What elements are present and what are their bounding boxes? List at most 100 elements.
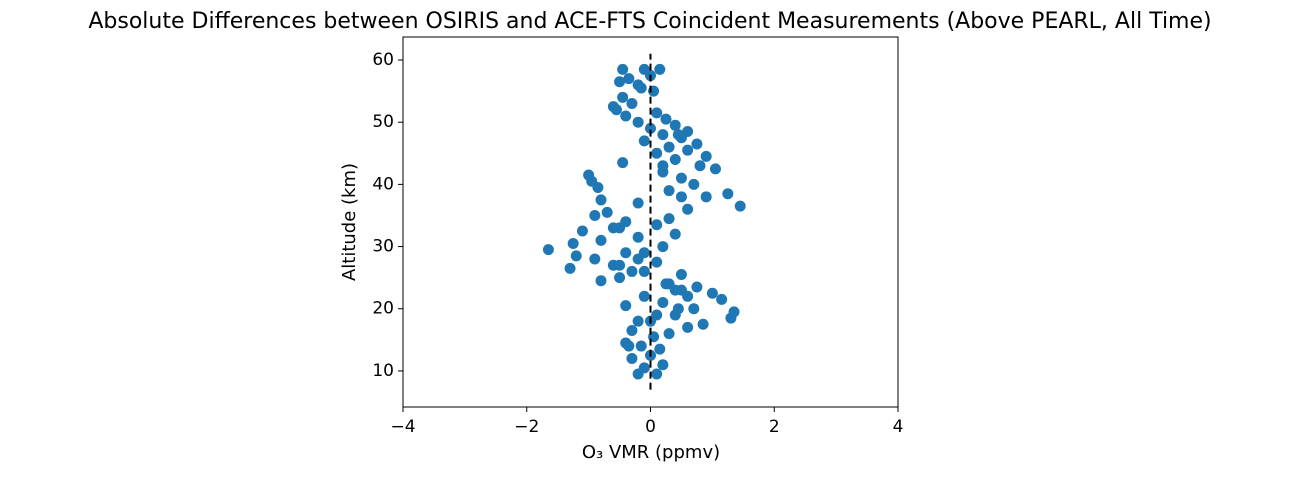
scatter-point	[595, 275, 607, 287]
scatter-point	[564, 262, 576, 274]
scatter-point	[589, 209, 601, 221]
scatter-point	[635, 82, 647, 94]
scatter-point	[675, 172, 687, 184]
y-axis-label: Altitude (km)	[339, 163, 360, 281]
scatter-point	[617, 91, 629, 103]
scatter-point	[601, 206, 613, 218]
scatter-point	[626, 265, 638, 277]
scatter-point	[626, 352, 638, 364]
scatter-point	[663, 141, 675, 153]
scatter-point	[638, 265, 650, 277]
y-tick-label: 60	[372, 50, 394, 70]
scatter-point	[700, 191, 712, 203]
y-tick-label: 20	[372, 299, 394, 319]
scatter-point	[722, 188, 734, 200]
scatter-point	[716, 293, 728, 305]
scatter-point	[682, 290, 694, 302]
x-tick-label: −2	[514, 417, 539, 437]
scatter-point	[623, 73, 635, 85]
scatter-point	[734, 200, 746, 212]
x-tick-label: 0	[645, 417, 656, 437]
scatter-point	[657, 129, 669, 141]
y-tick-label: 30	[372, 237, 394, 257]
chart-title: Absolute Differences between OSIRIS and …	[88, 9, 1211, 34]
scatter-point	[700, 150, 712, 162]
scatter-point	[626, 98, 638, 110]
scatter-point	[663, 185, 675, 197]
scatter-point	[672, 303, 684, 315]
scatter-point	[589, 253, 601, 265]
scatter-point	[614, 259, 626, 271]
scatter-point	[669, 284, 681, 296]
scatter-point	[570, 250, 582, 262]
scatter-point	[657, 160, 669, 172]
scatter-point	[632, 253, 644, 265]
scatter-point	[632, 197, 644, 209]
scatter-point	[654, 343, 666, 355]
scatter-point	[669, 228, 681, 240]
scatter-point	[614, 76, 626, 88]
scatter-point	[651, 368, 663, 380]
scatter-point	[709, 163, 721, 175]
scatter-point	[682, 126, 694, 138]
scatter-point	[694, 160, 706, 172]
scatter-point	[632, 116, 644, 128]
y-tick-label: 40	[372, 174, 394, 194]
scatter-point	[675, 269, 687, 281]
scatter-point	[583, 169, 595, 181]
scatter-point	[682, 203, 694, 215]
scatter-point	[691, 138, 703, 150]
scatter-point	[632, 315, 644, 327]
scatter-point	[645, 122, 656, 134]
scatter-point	[651, 219, 663, 231]
scatter-point	[651, 256, 663, 268]
scatter-point	[617, 63, 629, 75]
scatter-point	[675, 191, 687, 203]
scatter-point	[691, 281, 703, 293]
y-tick-label: 10	[372, 361, 394, 381]
scatter-point	[620, 247, 632, 259]
scatter-point	[688, 303, 700, 315]
x-tick-label: −4	[390, 417, 415, 437]
scatter-point	[607, 101, 619, 113]
x-axis-label: O₃ VMR (ppmv)	[582, 442, 720, 463]
scatter-point	[660, 278, 672, 290]
scatter-point	[697, 318, 709, 330]
scatter-point	[620, 300, 632, 312]
scatter-point	[638, 290, 650, 302]
scatter-point	[672, 129, 684, 141]
scatter-point	[651, 107, 663, 119]
scatter-point	[654, 63, 666, 75]
scatter-point	[576, 225, 588, 237]
scatter-point	[657, 297, 669, 309]
scatter-point	[626, 325, 638, 337]
scatter-point	[617, 157, 629, 169]
scatter-point	[669, 119, 681, 131]
scatter-point	[669, 154, 681, 166]
scatter-point	[663, 213, 675, 225]
scatter-point	[614, 222, 626, 234]
scatter-point	[663, 328, 675, 340]
scatter-point	[657, 241, 669, 253]
scatter-point	[632, 231, 644, 243]
scatter-point	[635, 340, 647, 352]
scatter-point	[657, 359, 669, 371]
scatter-point	[620, 337, 632, 349]
scatter-point	[620, 110, 632, 122]
scatter-point	[651, 147, 663, 159]
y-tick-label: 50	[372, 112, 394, 132]
scatter-point	[682, 144, 694, 156]
scatter-point	[567, 237, 579, 249]
scatter-point	[638, 362, 650, 374]
scatter-point	[688, 178, 700, 190]
scatter-point	[542, 244, 554, 256]
scatter-point	[595, 234, 607, 246]
scatter-point	[682, 321, 694, 333]
scatter-point	[706, 287, 718, 299]
scatter-point	[728, 306, 740, 318]
scatter-point	[614, 272, 626, 284]
x-tick-label: 4	[893, 417, 904, 437]
scatter-point	[595, 194, 607, 206]
scatter-point	[638, 135, 650, 147]
